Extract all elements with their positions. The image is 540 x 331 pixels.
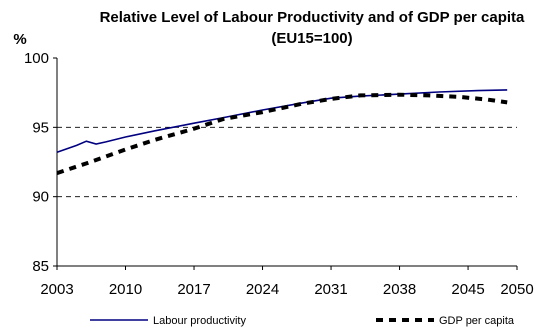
series-line-gdp-per-capita <box>56 92 508 175</box>
axis-layer <box>56 58 517 267</box>
series-line-labour-productivity <box>56 89 508 154</box>
series-layer <box>56 89 508 175</box>
x-tick-label: 2045 <box>451 281 484 298</box>
x-tick-label: 2010 <box>109 281 142 298</box>
tick-layer: 85 90 95 100 2003 2010 2017 2024 2031 2038 2045 205… <box>24 50 534 298</box>
legend-labour-productivity-label: Labour productivity <box>153 315 246 327</box>
legend-layer: Labour productivity GDP per capita <box>90 315 515 327</box>
x-tick-label: 2050 <box>500 281 533 298</box>
x-tick-label: 2031 <box>314 281 347 298</box>
y-tick-label: 85 <box>32 258 49 275</box>
legend-gdp-per-capita-label: GDP per capita <box>439 315 515 327</box>
y-tick-label: 100 <box>24 50 49 67</box>
grid-layer <box>57 126 517 198</box>
y-axis-unit-label: % <box>13 31 26 48</box>
chart-title: Relative Level of Labour Productivity an… <box>100 9 525 26</box>
x-tick-label: 2038 <box>383 281 416 298</box>
x-tick-label: 2003 <box>40 281 73 298</box>
chart-subtitle: (EU15=100) <box>271 30 352 47</box>
y-tick-label: 95 <box>32 119 49 136</box>
y-tick-label: 90 <box>32 189 49 206</box>
x-tick-label: 2024 <box>246 281 279 298</box>
x-tick-label: 2017 <box>177 281 210 298</box>
